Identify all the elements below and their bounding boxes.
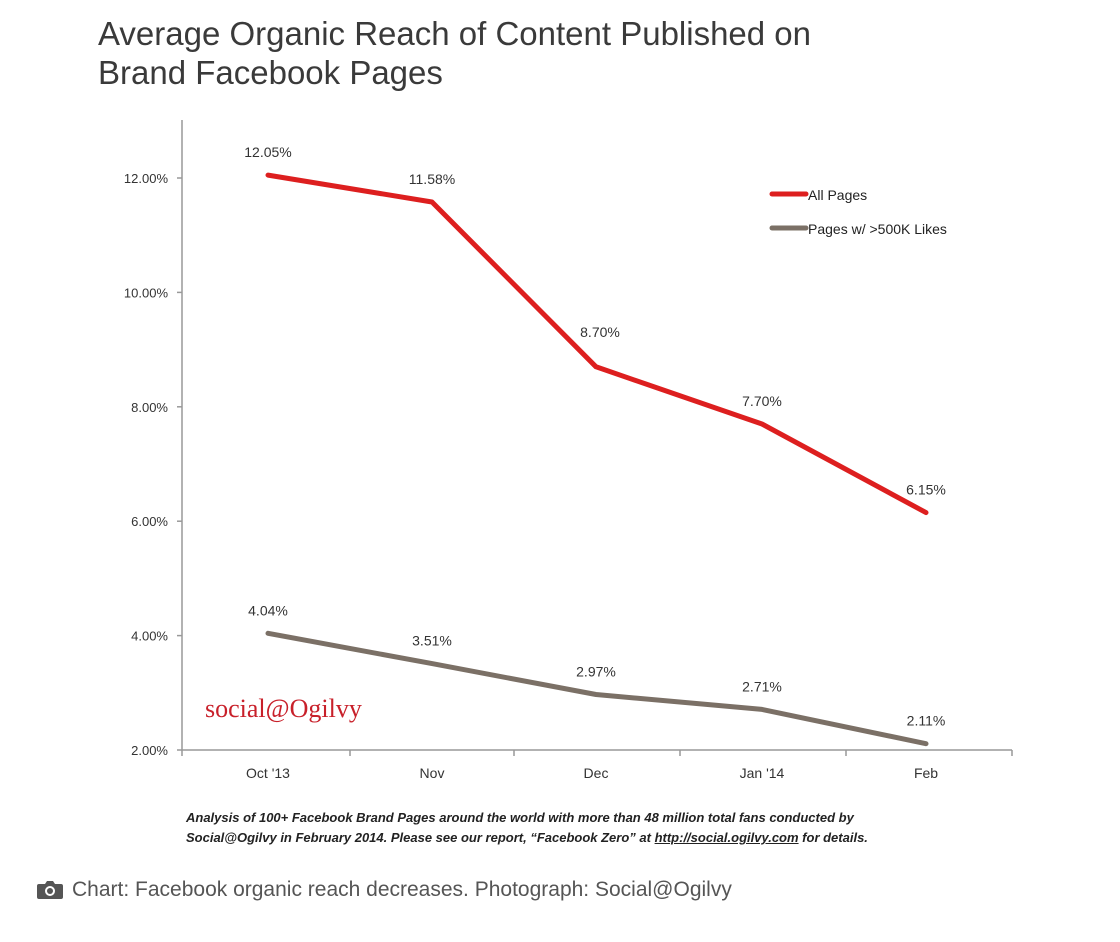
chart-footnote: Analysis of 100+ Facebook Brand Pages ar… [186,808,1046,848]
x-tick-label: Jan '14 [740,765,785,781]
data-label: 8.70% [580,324,620,340]
footnote-line-2-suffix: for details. [798,830,868,845]
camera-icon [37,881,63,899]
data-label: 4.04% [248,602,288,618]
y-tick-label: 10.00% [124,285,169,300]
caption-text: Chart: Facebook organic reach decreases.… [72,878,732,901]
x-tick-label: Feb [914,765,938,781]
legend-label: Pages w/ >500K Likes [808,221,947,237]
line-chart: 2.00% 4.00% 6.00% 8.00% 10.00% 12.00% Oct '13… [124,120,1013,781]
data-labels: 12.05% 11.58% 8.70% 7.70% 6.15% 4.04% 3.51% 2.9… [244,144,946,729]
watermark-logo: social@Ogilvy [205,694,362,723]
data-label: 7.70% [742,393,782,409]
chart-title-line-1: Average Organic Reach of Content Publish… [98,15,812,52]
footnote-line-1: Analysis of 100+ Facebook Brand Pages ar… [186,810,854,825]
series-line-1 [265,172,929,516]
data-label: 3.51% [412,633,452,649]
footnote-line-2: Social@Ogilvy in February 2014. Please s… [186,828,1046,848]
chart-title: Average Organic Reach of Content Publish… [98,14,1058,92]
footnote-line-2-text: Social@Ogilvy in February 2014. Please s… [186,830,655,845]
data-label: 2.71% [742,678,782,694]
image-caption: Chart: Facebook organic reach decreases.… [36,878,732,902]
y-tick-label: 8.00% [131,400,168,415]
chart-axes [181,120,1012,751]
legend-label: All Pages [808,187,867,203]
y-tick-label: 6.00% [131,514,168,529]
x-axis-ticks: Oct '13 Nov Dec Jan '14 Feb [181,750,1013,781]
y-tick-label: 2.00% [131,743,168,758]
y-axis-ticks: 2.00% 4.00% 6.00% 8.00% 10.00% 12.00% [124,171,182,758]
y-tick-label: 4.00% [131,629,168,644]
y-tick-label: 12.00% [124,171,169,186]
data-label: 12.05% [244,144,291,160]
x-tick-label: Oct '13 [246,765,290,781]
x-tick-label: Dec [584,765,609,781]
legend: All Pages Pages w/ >500K Likes [769,187,947,237]
chart-title-line-2: Brand Facebook Pages [98,54,443,91]
data-label: 6.15% [906,482,946,498]
x-tick-label: Nov [420,765,445,781]
data-label: 11.58% [409,171,455,187]
data-label: 2.97% [576,664,616,680]
series-line-2 [265,630,929,747]
series-lines [265,172,929,747]
data-label: 2.11% [907,713,946,729]
footnote-link[interactable]: http://social.ogilvy.com [654,830,799,845]
